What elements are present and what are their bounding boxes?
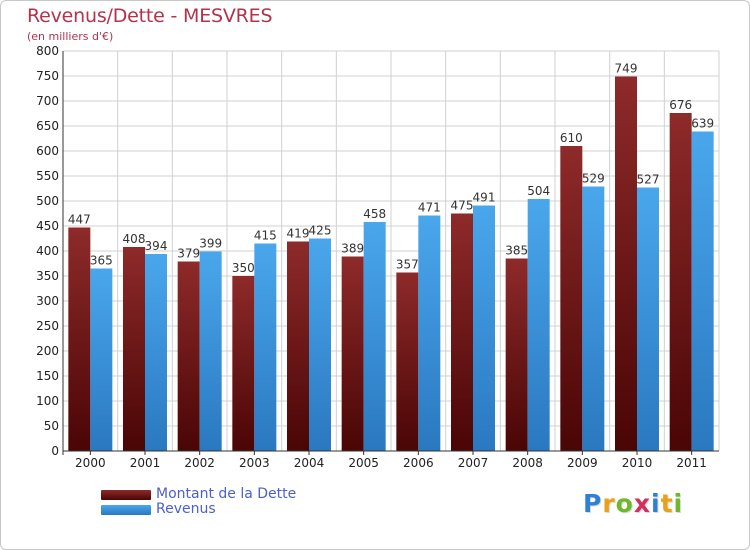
data-label-revenue: 399 bbox=[199, 237, 222, 251]
y-tick-label: 350 bbox=[36, 269, 59, 283]
x-tick-label: 2006 bbox=[403, 456, 434, 470]
data-label-revenue: 415 bbox=[254, 229, 277, 243]
data-label-debt: 447 bbox=[68, 213, 91, 227]
data-label-debt: 389 bbox=[341, 242, 364, 256]
data-label-debt: 475 bbox=[451, 199, 474, 213]
bar-revenue bbox=[418, 215, 441, 451]
bar-revenue bbox=[637, 187, 659, 451]
y-tick-label: 550 bbox=[36, 169, 59, 183]
y-tick-label: 500 bbox=[36, 194, 59, 208]
legend-swatch-debt bbox=[101, 490, 151, 500]
bar-debt bbox=[669, 113, 692, 451]
bar-revenue bbox=[90, 268, 113, 451]
y-tick-label: 50 bbox=[44, 419, 59, 433]
x-tick-label: 2005 bbox=[348, 456, 379, 470]
bar-debt bbox=[287, 241, 309, 451]
x-tick-label: 2007 bbox=[458, 456, 489, 470]
bar-debt bbox=[615, 76, 637, 451]
bar-revenue bbox=[145, 254, 167, 451]
bar-debt bbox=[451, 213, 473, 451]
bar-revenue bbox=[199, 251, 222, 451]
logo-letter: x bbox=[633, 489, 651, 518]
bar-revenue bbox=[527, 199, 550, 451]
x-tick-label: 2001 bbox=[130, 456, 161, 470]
x-tick-label: 2009 bbox=[567, 456, 598, 470]
bar-debt bbox=[232, 276, 255, 451]
data-label-revenue: 471 bbox=[418, 201, 441, 215]
logo-letter: o bbox=[615, 489, 634, 518]
legend-swatch-revenue bbox=[101, 505, 151, 515]
bar-debt bbox=[177, 261, 200, 451]
legend-label-debt: Montant de la Dette bbox=[156, 486, 297, 502]
bar-debt bbox=[123, 247, 145, 451]
data-label-revenue: 394 bbox=[145, 239, 168, 253]
y-tick-label: 800 bbox=[36, 44, 59, 58]
logo-letter: r bbox=[602, 489, 616, 518]
bar-revenue bbox=[254, 243, 277, 451]
data-label-debt: 379 bbox=[177, 247, 200, 261]
x-tick-label: 2010 bbox=[622, 456, 653, 470]
data-label-revenue: 458 bbox=[363, 207, 386, 221]
data-label-revenue: 365 bbox=[90, 254, 113, 268]
x-tick-label: 2004 bbox=[294, 456, 325, 470]
data-label-debt: 357 bbox=[396, 258, 419, 272]
y-tick-label: 450 bbox=[36, 219, 59, 233]
bar-debt bbox=[505, 258, 528, 451]
x-tick-label: 2000 bbox=[75, 456, 106, 470]
data-label-debt: 419 bbox=[287, 227, 310, 241]
bar-revenue bbox=[582, 186, 605, 451]
data-label-debt: 749 bbox=[615, 62, 638, 76]
bar-debt bbox=[560, 146, 583, 451]
data-label-revenue: 639 bbox=[691, 117, 714, 131]
data-label-revenue: 529 bbox=[582, 172, 605, 186]
y-tick-label: 750 bbox=[36, 69, 59, 83]
bar-revenue bbox=[473, 205, 495, 451]
y-tick-label: 100 bbox=[36, 394, 59, 408]
data-label-revenue: 527 bbox=[637, 173, 660, 187]
bar-revenue bbox=[309, 238, 331, 451]
y-tick-label: 400 bbox=[36, 244, 59, 258]
bar-debt bbox=[341, 256, 364, 451]
y-tick-label: 0 bbox=[51, 444, 59, 458]
legend-label-revenue: Revenus bbox=[156, 501, 216, 517]
logo-letter: t bbox=[660, 489, 674, 518]
x-tick-label: 2002 bbox=[184, 456, 215, 470]
y-tick-label: 200 bbox=[36, 344, 59, 358]
y-tick-label: 700 bbox=[36, 94, 59, 108]
x-tick-label: 2003 bbox=[239, 456, 270, 470]
y-tick-label: 150 bbox=[36, 369, 59, 383]
data-label-revenue: 504 bbox=[527, 184, 550, 198]
y-tick-label: 650 bbox=[36, 119, 59, 133]
y-tick-label: 600 bbox=[36, 144, 59, 158]
proxiti-logo: Proxiti bbox=[583, 489, 683, 518]
y-tick-label: 300 bbox=[36, 294, 59, 308]
y-tick-label: 250 bbox=[36, 319, 59, 333]
x-tick-label: 2011 bbox=[676, 456, 707, 470]
chart-subtitle: (en milliers d'€) bbox=[27, 30, 114, 43]
chart-title: Revenus/Dette - MESVRES bbox=[27, 5, 273, 27]
data-label-debt: 408 bbox=[123, 232, 146, 246]
x-tick-label: 2008 bbox=[512, 456, 543, 470]
logo-letter: i bbox=[673, 489, 684, 518]
bar-revenue bbox=[363, 222, 386, 451]
data-label-debt: 350 bbox=[232, 261, 255, 275]
data-label-debt: 676 bbox=[669, 98, 692, 112]
data-label-revenue: 491 bbox=[473, 191, 496, 205]
data-label-revenue: 425 bbox=[309, 224, 332, 238]
logo-letter: P bbox=[583, 489, 603, 518]
logo-letter: i bbox=[651, 489, 661, 518]
bar-debt bbox=[396, 272, 419, 451]
data-label-debt: 385 bbox=[505, 244, 528, 258]
data-label-debt: 610 bbox=[560, 131, 583, 145]
bar-debt bbox=[68, 227, 91, 451]
bar-revenue bbox=[691, 131, 714, 451]
